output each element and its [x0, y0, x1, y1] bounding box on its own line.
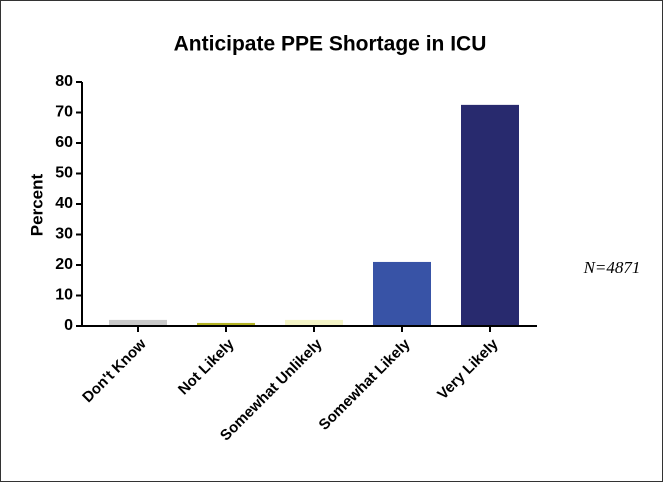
bar: [197, 322, 255, 326]
y-tick-label: 10: [55, 287, 73, 304]
y-tick-label: 80: [55, 73, 73, 90]
y-tick-label: 40: [55, 195, 73, 212]
bar: [109, 319, 167, 326]
bar: [461, 104, 519, 326]
y-tick-label: 50: [55, 165, 73, 182]
annotation: N=4871: [583, 258, 641, 277]
y-tick-label: 0: [64, 317, 73, 334]
y-tick-label: 60: [55, 134, 73, 151]
y-tick-label: 70: [55, 104, 73, 121]
y-axis-label: Percent: [27, 173, 46, 236]
bar: [373, 261, 431, 326]
chart-title: Anticipate PPE Shortage in ICU: [174, 33, 487, 56]
bar: [285, 319, 343, 326]
y-tick-label: 30: [55, 226, 73, 243]
y-tick-label: 20: [55, 256, 73, 273]
